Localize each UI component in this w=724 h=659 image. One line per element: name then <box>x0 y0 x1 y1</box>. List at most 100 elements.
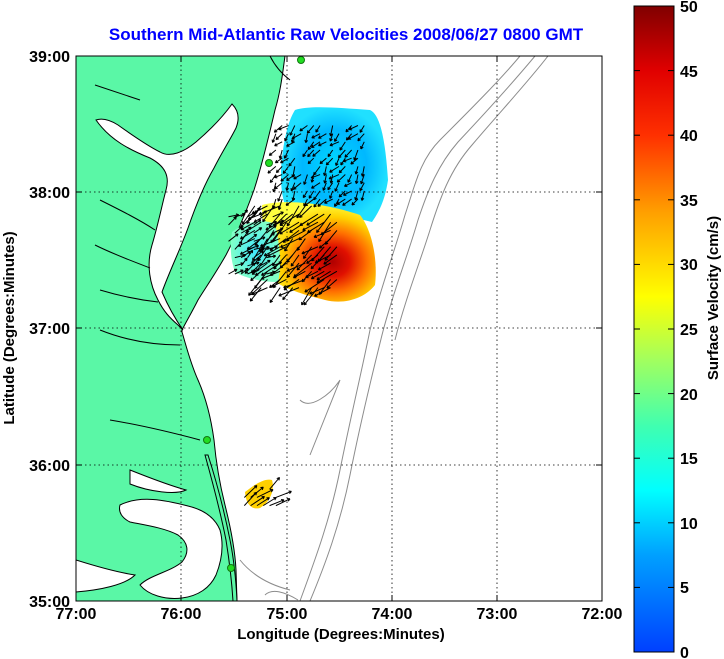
velocity-arrow <box>234 269 244 275</box>
velocity-arrow <box>285 229 306 241</box>
velocity-arrow <box>263 246 281 257</box>
velocity-arrow <box>318 141 327 147</box>
velocity-arrow <box>288 157 296 167</box>
velocity-arrow <box>234 226 243 234</box>
velocity-arrow <box>302 149 308 158</box>
velocity-arrow <box>345 125 352 133</box>
velocity-arrow <box>280 157 289 164</box>
velocity-arrow <box>299 205 312 218</box>
velocity-arrow <box>304 279 325 293</box>
velocity-arrow <box>311 133 321 139</box>
velocity-arrow <box>296 205 306 219</box>
colorbar: 50 45 40 35 30 25 20 15 10 5 0 Surface V… <box>633 0 722 659</box>
velocity-arrow <box>342 190 352 196</box>
velocity-arrow <box>267 165 277 174</box>
velocity-arrow <box>318 279 331 295</box>
velocity-arrow <box>336 198 346 205</box>
velocity-arrow <box>317 262 331 271</box>
velocity-arrow <box>253 207 261 218</box>
colorbar-tick-label: 0 <box>680 645 689 659</box>
colorbar-tick-label: 5 <box>680 580 689 597</box>
velocity-arrow <box>334 133 340 142</box>
velocity-arrow <box>266 254 277 259</box>
velocity-arrow <box>301 287 313 306</box>
north-velocity-patch <box>280 107 388 222</box>
x-tick-label: 75:00 <box>267 606 308 623</box>
velocity-arrow <box>324 230 338 245</box>
velocity-arrow <box>250 279 268 296</box>
radar-site-marker <box>203 436 211 444</box>
velocity-arrow <box>291 133 302 140</box>
velocity-arrow <box>329 125 334 137</box>
velocity-arrow <box>360 141 365 150</box>
velocity-arrow <box>338 166 346 174</box>
velocity-arrow <box>274 141 283 147</box>
velocity-arrow <box>359 125 365 133</box>
y-tick-label: 35:00 <box>29 594 70 611</box>
velocity-arrow <box>259 259 271 267</box>
velocity-arrow <box>269 498 285 507</box>
colorbar-tick-label: 20 <box>680 387 698 404</box>
y-tick-label: 37:00 <box>29 321 70 338</box>
y-axis-ticks: 39:00 38:00 37:00 36:00 35:00 <box>29 49 70 611</box>
velocity-arrow <box>324 246 338 261</box>
velocity-arrow <box>269 174 277 184</box>
velocity-arrow <box>253 219 262 226</box>
velocity-arrow <box>280 238 300 248</box>
velocity-arrow <box>282 166 289 174</box>
velocity-arrow <box>285 182 290 191</box>
velocity-arrow <box>329 165 340 173</box>
velocity-arrow <box>267 246 287 257</box>
velocity-arrow <box>258 205 281 216</box>
velocity-arrow <box>240 226 252 234</box>
velocity-arrow <box>247 249 254 258</box>
velocity-arrow <box>303 287 319 306</box>
velocity-arrow <box>290 254 300 267</box>
y-tick-label: 36:00 <box>29 458 70 475</box>
velocity-arrow <box>282 287 294 301</box>
velocity-arrow <box>247 269 257 275</box>
colorbar-tick-label: 50 <box>680 0 698 16</box>
velocity-arrow <box>247 244 260 250</box>
map-plot-area <box>75 55 603 602</box>
velocity-arrow <box>289 125 296 136</box>
x-tick-label: 72:00 <box>582 606 623 623</box>
velocity-arrow <box>277 198 283 211</box>
velocity-arrow <box>293 174 302 180</box>
velocity-arrow <box>282 230 300 243</box>
velocity-arrow <box>256 488 274 498</box>
velocity-arrow <box>313 198 321 208</box>
velocity-arrow <box>325 157 334 166</box>
tick-marks <box>76 56 602 601</box>
velocity-arrow <box>274 174 283 179</box>
velocity-arrow <box>244 262 256 274</box>
velocity-arrow <box>269 476 281 490</box>
velocity-arrow <box>360 166 365 177</box>
velocity-arrow <box>277 190 283 202</box>
velocity-arrow <box>240 209 248 218</box>
velocity-arrow <box>250 486 264 498</box>
velocity-arrow <box>299 213 319 226</box>
velocity-arrow <box>234 241 243 250</box>
velocity-arrow <box>254 262 275 276</box>
y-axis-label: Latitude (Degrees:Minutes) <box>1 231 18 424</box>
velocity-arrow <box>240 267 249 275</box>
velocity-arrow <box>241 205 256 225</box>
velocity-arrow <box>310 270 325 280</box>
velocity-arrow <box>278 149 283 160</box>
velocity-arrow <box>253 227 263 234</box>
velocity-arrow <box>279 221 300 235</box>
velocity-arrow <box>273 125 283 133</box>
velocity-arrow <box>275 166 283 174</box>
velocity-arrow <box>311 246 325 262</box>
velocity-arrow <box>307 149 315 158</box>
velocity-arrow <box>272 261 283 267</box>
colorbar-tick-label: 10 <box>680 516 698 533</box>
velocity-arrow <box>316 213 331 234</box>
velocity-arrow <box>265 221 281 231</box>
velocity-arrow <box>329 141 340 147</box>
velocity-arrow <box>334 198 340 207</box>
velocity-arrow <box>313 166 321 176</box>
velocity-arrow <box>268 213 281 228</box>
